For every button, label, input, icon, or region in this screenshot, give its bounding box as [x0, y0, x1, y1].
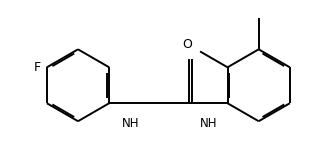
Text: O: O	[182, 38, 192, 51]
Text: NH: NH	[122, 117, 139, 130]
Text: NH: NH	[200, 117, 217, 130]
Text: F: F	[33, 61, 40, 74]
